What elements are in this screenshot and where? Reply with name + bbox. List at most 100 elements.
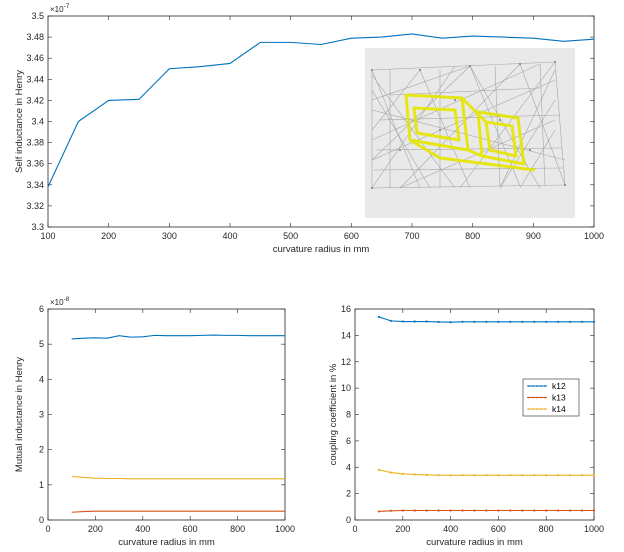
data-point-k13: [473, 509, 476, 512]
mesh-edge: [371, 65, 471, 101]
y-tick-label: 3.38: [26, 138, 44, 148]
exponent-power: -8: [64, 296, 70, 303]
data-point-k14: [389, 471, 392, 474]
data-point-k14: [401, 472, 404, 475]
x-tick-label: 1000: [584, 231, 604, 241]
mesh-edge: [371, 89, 431, 189]
data-point-k12: [377, 315, 380, 319]
data-point-k12: [533, 320, 536, 323]
x-axis-label: curvature radius in mm: [273, 244, 370, 255]
data-point-k13: [461, 509, 464, 512]
x-tick-label: 1000: [584, 524, 604, 534]
y-axis-label: coupling coefficient in %: [328, 363, 339, 465]
mesh-edge: [371, 65, 471, 161]
x-tick-label: 300: [162, 231, 177, 241]
y-tick-label: 3.3: [31, 222, 44, 232]
y-tick-label: 2: [346, 489, 351, 499]
y-axis-label: Self inductance in Henry: [14, 70, 25, 173]
y-tick-label: 3: [39, 410, 44, 420]
mesh-node: [370, 186, 374, 190]
data-point-k13: [377, 510, 380, 513]
legend-marker: [536, 396, 538, 399]
chart-3: 0 200 400 600 800 1000 0 2 4 6 8 10 12 14 16 curvature …: [328, 304, 604, 548]
data-point-k14: [425, 473, 428, 476]
series-line-2: [71, 510, 285, 513]
axes-box: [354, 308, 595, 521]
data-point-k12: [461, 320, 464, 323]
data-point-k14: [509, 474, 512, 477]
axes-box: [47, 308, 286, 521]
y-exponent-label: ×10-8: [50, 296, 70, 307]
data-point-k13: [580, 509, 584, 512]
mesh-edge: [519, 129, 556, 189]
mesh-node: [553, 60, 557, 64]
chart-1: 100 200 300 400 500 600 700 800 900 1000 3.3 3.32 3.…: [14, 3, 604, 255]
legend-marker: [532, 396, 534, 399]
series-line-1: [47, 33, 595, 188]
legend-marker: [544, 385, 546, 387]
mesh-edge: [554, 61, 566, 186]
legend-marker: [540, 385, 542, 387]
data-point-k14: [497, 474, 500, 477]
x-tick-label: 900: [526, 231, 541, 241]
mesh-edge: [399, 63, 521, 189]
x-tick-label: 200: [88, 524, 103, 534]
y-tick-label: 16: [341, 304, 351, 314]
y-axis-label: Mutual inductance in Henry: [14, 357, 25, 472]
mesh-edge: [379, 114, 561, 121]
y-tick-label: 0: [346, 515, 351, 525]
data-point-k13: [569, 509, 572, 512]
mesh-edge: [389, 87, 541, 96]
data-point-k12: [580, 320, 584, 323]
data-point-k13: [449, 509, 452, 512]
legend-marker: [532, 408, 534, 410]
x-tick-label: 600: [183, 524, 198, 534]
x-tick-label: 500: [283, 231, 298, 241]
data-point-k12: [545, 320, 548, 323]
exponent-base: ×10: [50, 298, 64, 307]
data-point-k13: [401, 509, 404, 512]
mesh-node: [398, 148, 402, 152]
x-axis-label: curvature radius in mm: [426, 537, 523, 548]
data-point-k14: [413, 473, 416, 476]
y-tick-label: 14: [341, 330, 351, 340]
mesh-edge: [371, 65, 456, 189]
data-point-k14: [473, 474, 476, 477]
legend-marker: [540, 396, 542, 399]
exponent-base: ×10: [50, 5, 64, 14]
data-point-k13: [545, 509, 548, 512]
data-point-k14: [521, 474, 524, 477]
data-point-k12: [569, 320, 572, 323]
legend-label-k13: k13: [552, 393, 566, 403]
x-tick-label: 600: [491, 524, 506, 534]
y-tick-label: 0: [39, 515, 44, 525]
mesh-edge: [371, 74, 456, 189]
data-point-k14: [485, 474, 488, 477]
data-point-k14: [580, 474, 584, 477]
y-tick-label: 5: [39, 339, 44, 349]
legend-marker: [544, 408, 546, 410]
mesh-edge: [499, 99, 556, 189]
axes-box: [47, 15, 595, 228]
chart-2: 0 200 400 600 800 1000 0 1 2 3 4 5 6 ×10-8 curvature r…: [14, 296, 295, 548]
legend-marker: [528, 396, 530, 399]
x-tick-label: 400: [222, 231, 237, 241]
data-point-k14: [592, 474, 596, 477]
data-point-k12: [413, 320, 416, 323]
y-tick-label: 1: [39, 480, 44, 490]
data-point-k12: [557, 320, 560, 323]
mesh-node: [370, 68, 374, 72]
mesh-node: [518, 62, 522, 66]
y-tick-label: 3.32: [26, 201, 44, 211]
coil-lead: [409, 96, 536, 172]
mesh-edge: [371, 61, 556, 71]
data-point-k14: [569, 474, 572, 477]
series-line-3: [71, 475, 285, 480]
y-tick-label: 4: [346, 462, 351, 472]
y-tick-label: 3.4: [31, 117, 44, 127]
data-point-k12: [425, 320, 428, 323]
data-point-k14: [461, 474, 464, 477]
mesh-node: [468, 64, 472, 68]
data-point-k14: [557, 474, 560, 477]
data-point-k13: [592, 509, 596, 512]
